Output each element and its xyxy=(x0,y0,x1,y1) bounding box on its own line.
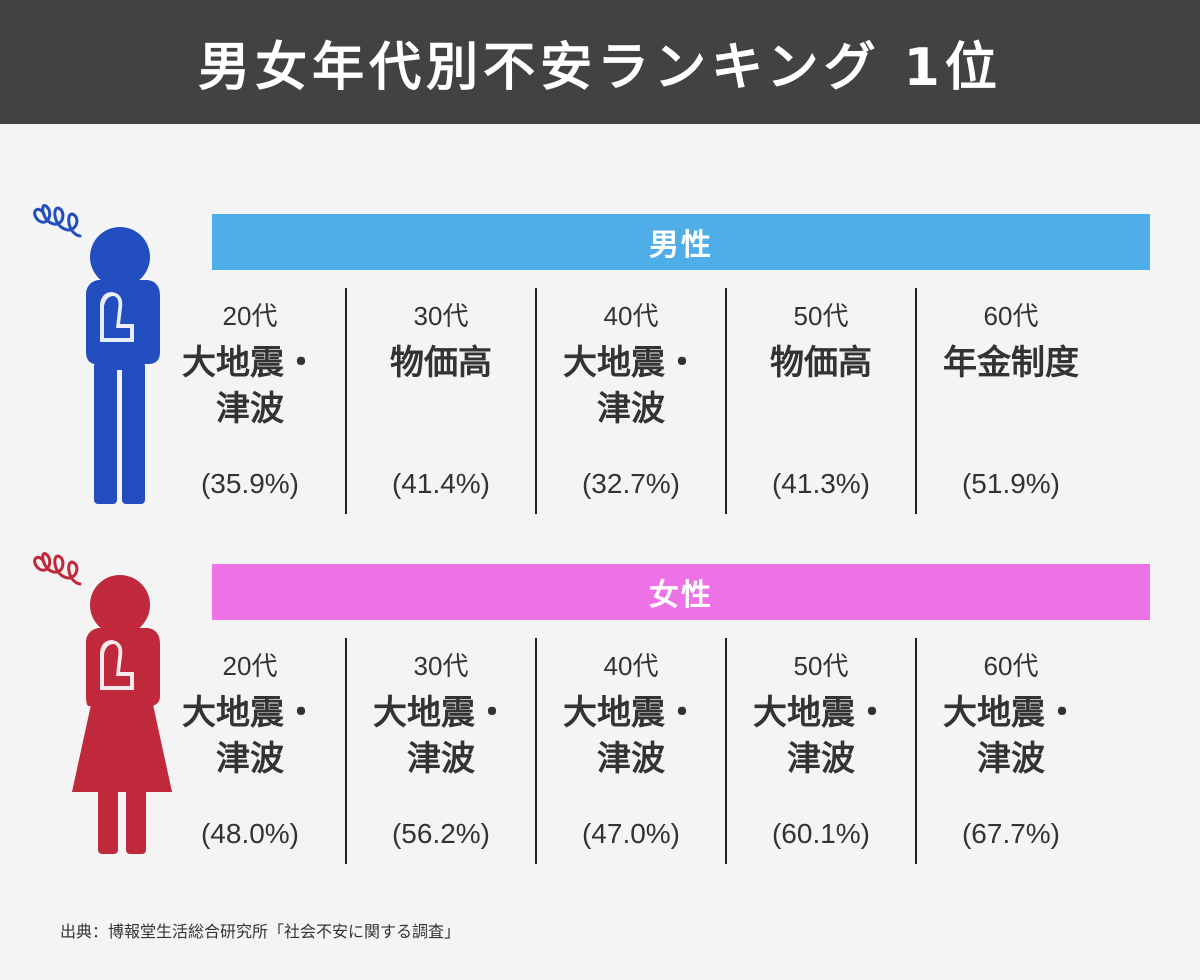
anxiety-label: 年金制度 xyxy=(943,343,1079,383)
male-col-60s: 60代 年金制度 (51.9%) xyxy=(915,288,1105,514)
male-section: 男性 20代 大地震・津波 (35.9%) 30代 物価高 (41.4%) 40… xyxy=(182,214,1150,514)
page-title: 男女年代別不安ランキング 1位 xyxy=(198,37,1002,98)
header-bar: 男女年代別不安ランキング 1位 xyxy=(0,0,1200,124)
female-col-50s: 50代 大地震・津波 (60.1%) xyxy=(725,638,915,864)
age-label: 60代 xyxy=(983,301,1039,331)
percentage-label: (51.9%) xyxy=(961,468,1061,499)
age-label: 20代 xyxy=(222,651,278,681)
age-label: 50代 xyxy=(793,651,849,681)
swirl-icon xyxy=(33,204,82,238)
age-label: 30代 xyxy=(413,651,469,681)
age-label: 40代 xyxy=(603,651,659,681)
female-col-40s: 40代 大地震・津波 (47.0%) xyxy=(535,638,725,864)
male-band: 男性 xyxy=(212,214,1150,270)
swirl-icon xyxy=(33,552,82,586)
anxiety-label: 大地震・津波 xyxy=(563,693,699,779)
female-section: 女性 20代 大地震・津波 (48.0%) 30代 大地震・津波 (56.2%)… xyxy=(182,564,1150,864)
anxiety-label: 大地震・津波 xyxy=(753,693,889,779)
male-col-50s: 50代 物価高 (41.3%) xyxy=(725,288,915,514)
percentage-label: (47.0%) xyxy=(581,818,681,849)
percentage-label: (67.7%) xyxy=(961,818,1061,849)
source-note: 出典：博報堂生活総合研究所「社会不安に関する調査」 xyxy=(60,922,461,941)
male-col-30s: 30代 物価高 (41.4%) xyxy=(345,288,535,514)
anxiety-label: 大地震・津波 xyxy=(182,343,318,429)
age-label: 60代 xyxy=(983,651,1039,681)
percentage-label: (56.2%) xyxy=(391,818,491,849)
male-col-40s: 40代 大地震・津波 (32.7%) xyxy=(535,288,725,514)
age-label: 50代 xyxy=(793,301,849,331)
male-col-20s: 20代 大地震・津波 (35.9%) xyxy=(155,288,345,514)
percentage-label: (32.7%) xyxy=(581,468,681,499)
female-col-60s: 60代 大地震・津波 (67.7%) xyxy=(915,638,1105,864)
anxiety-label: 物価高 xyxy=(390,343,492,383)
male-band-label: 男性 xyxy=(649,228,713,263)
age-label: 30代 xyxy=(413,301,469,331)
anxiety-label: 大地震・津波 xyxy=(182,693,318,779)
anxiety-label: 物価高 xyxy=(770,343,872,383)
age-label: 40代 xyxy=(603,301,659,331)
female-col-20s: 20代 大地震・津波 (48.0%) xyxy=(155,638,345,864)
worried-woman-icon xyxy=(28,540,178,860)
percentage-label: (41.3%) xyxy=(771,468,871,499)
percentage-label: (41.4%) xyxy=(391,468,491,499)
female-col-30s: 30代 大地震・津波 (56.2%) xyxy=(345,638,535,864)
worried-man-icon xyxy=(28,192,178,512)
male-columns: 20代 大地震・津波 (35.9%) 30代 物価高 (41.4%) 40代 大… xyxy=(155,288,1155,514)
percentage-label: (35.9%) xyxy=(200,468,300,499)
anxiety-label: 大地震・津波 xyxy=(563,343,699,429)
anxiety-label: 大地震・津波 xyxy=(943,693,1079,779)
percentage-label: (48.0%) xyxy=(200,818,300,849)
female-columns: 20代 大地震・津波 (48.0%) 30代 大地震・津波 (56.2%) 40… xyxy=(155,638,1155,864)
female-band: 女性 xyxy=(212,564,1150,620)
age-label: 20代 xyxy=(222,301,278,331)
percentage-label: (60.1%) xyxy=(771,818,871,849)
anxiety-label: 大地震・津波 xyxy=(373,693,509,779)
female-band-label: 女性 xyxy=(649,578,713,613)
